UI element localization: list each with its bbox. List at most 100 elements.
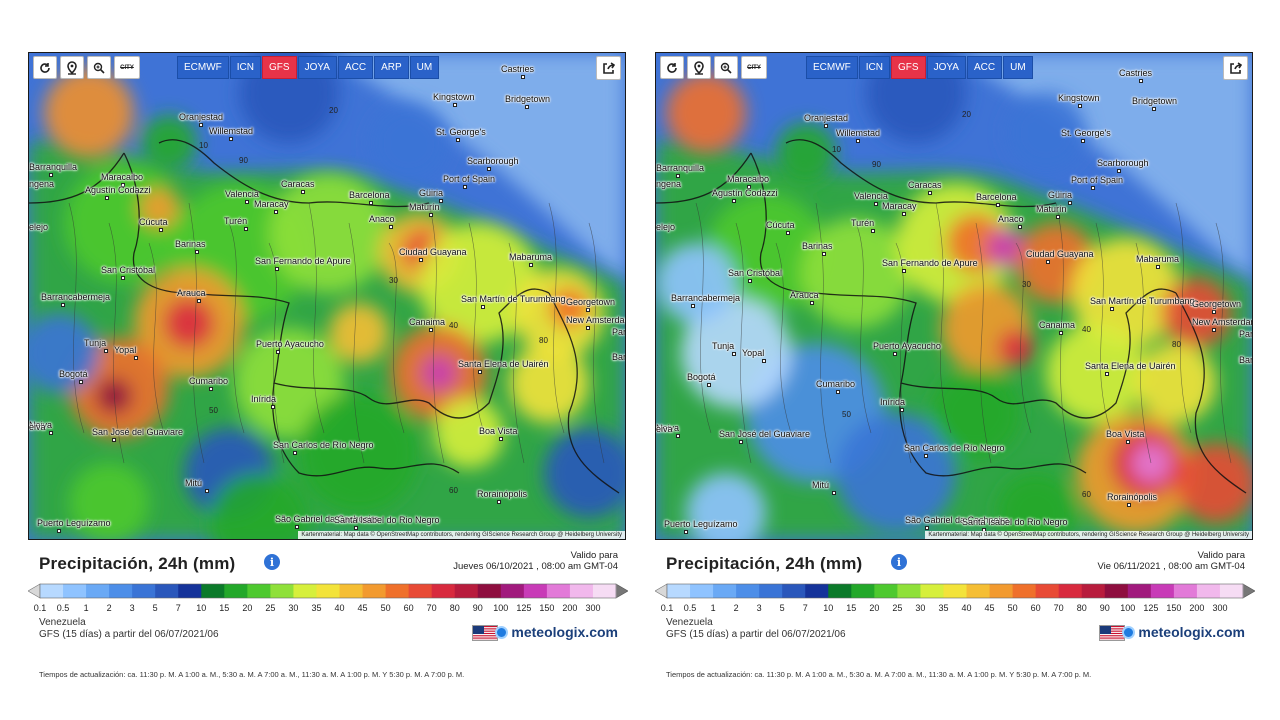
city-label[interactable]: Kingstown xyxy=(433,92,475,102)
city-label[interactable]: San Carlos de Río Negro xyxy=(904,443,1005,453)
city-label[interactable]: San José del Guaviare xyxy=(719,429,811,439)
city-label[interactable]: Neiva xyxy=(656,423,680,433)
city-label[interactable]: Castries xyxy=(501,64,535,74)
city-label[interactable]: Willemstad xyxy=(836,128,881,138)
city-label[interactable]: Rorainópolis xyxy=(477,489,528,499)
model-tab-gfs[interactable]: GFS xyxy=(262,56,297,79)
city-label[interactable]: Agustín Codazzi xyxy=(85,185,151,195)
city-label[interactable]: San Fernando de Apure xyxy=(882,258,978,268)
brand[interactable]: meteologix.com xyxy=(1122,624,1245,640)
precipitation-map[interactable]: 10 20 30 40 50 60 80 90 Castries Kingstown Bridget… xyxy=(28,52,626,540)
city-label[interactable]: Canaima xyxy=(1039,320,1076,330)
city-label[interactable]: Turén xyxy=(851,218,875,228)
city-label[interactable]: Arauca xyxy=(177,288,206,298)
city-label[interactable]: Turén xyxy=(224,216,248,226)
city-label[interactable]: Cumaribo xyxy=(189,376,229,386)
city-label[interactable]: St. George's xyxy=(436,127,486,137)
model-tab-um[interactable]: UM xyxy=(409,56,440,79)
city-label[interactable]: Mitú xyxy=(185,478,203,488)
city-label[interactable]: Maturín xyxy=(1036,204,1067,214)
model-tab-joya[interactable]: JOYA xyxy=(297,56,337,79)
location-pin-button[interactable] xyxy=(60,56,84,79)
model-tab-acc[interactable]: ACC xyxy=(337,56,374,79)
city-label[interactable]: Mabaruma xyxy=(1136,254,1180,264)
model-tab-gfs[interactable]: GFS xyxy=(891,56,926,79)
city-label[interactable]: Puerto Leguízamo xyxy=(664,519,738,529)
map-attribution[interactable]: Kartenmaterial: Map data © OpenStreetMap… xyxy=(298,531,625,539)
model-tab-ecmwf[interactable]: ECMWF xyxy=(177,56,229,79)
city-label[interactable]: Barcelona xyxy=(349,190,390,200)
us-flag-icon[interactable] xyxy=(1099,625,1125,641)
share-button[interactable] xyxy=(596,56,621,80)
city-label[interactable]: Barrancabermeja xyxy=(41,292,111,302)
city-label[interactable]: San Martín de Turumbang xyxy=(1090,296,1195,306)
city-label[interactable]: Scarborough xyxy=(1097,158,1149,168)
city-label[interactable]: Maturín xyxy=(409,202,440,212)
city-label[interactable]: San Martín de Turumbang xyxy=(461,294,566,304)
us-flag-icon[interactable] xyxy=(472,625,498,641)
city-label[interactable]: Valencia xyxy=(854,191,888,201)
city-label[interactable]: Boa Vista xyxy=(479,426,518,436)
city-label[interactable]: Bridgetown xyxy=(1132,96,1178,106)
model-tab-icn[interactable]: ICN xyxy=(858,56,891,79)
city-label[interactable]: Ciudad Guayana xyxy=(1026,249,1094,259)
city-label[interactable]: São Gabriel da Cachoeira xyxy=(275,514,379,524)
city-label[interactable]: Barranquilla xyxy=(656,163,705,173)
city-label[interactable]: Mitú xyxy=(812,480,830,490)
city-label[interactable]: New Amsterdam xyxy=(1192,317,1253,327)
city-label[interactable]: Neiva xyxy=(29,420,53,430)
city-label[interactable]: Georgetown xyxy=(1192,299,1242,309)
city-label[interactable]: Barrancabermeja xyxy=(671,293,741,303)
refresh-button[interactable] xyxy=(33,56,57,79)
city-label[interactable]: Güiria xyxy=(419,188,444,198)
city-label[interactable]: Bogotá xyxy=(59,369,88,379)
city-label[interactable]: Inírida xyxy=(880,397,906,407)
zoom-button[interactable] xyxy=(714,56,738,79)
city-label[interactable]: Yopal xyxy=(114,345,137,355)
city-label[interactable]: Barinas xyxy=(802,241,833,251)
city-label[interactable]: San Fernando de Apure xyxy=(255,256,351,266)
model-tab-arp[interactable]: ARP xyxy=(374,56,409,79)
share-button[interactable] xyxy=(1223,56,1248,80)
city-toggle-button[interactable]: CITY xyxy=(114,56,140,79)
model-tab-um[interactable]: UM xyxy=(1003,56,1033,79)
brand[interactable]: meteologix.com xyxy=(495,624,618,640)
city-label[interactable]: Cumaribo xyxy=(816,379,856,389)
zoom-button[interactable] xyxy=(87,56,111,79)
city-label[interactable]: San José del Guaviare xyxy=(92,427,184,437)
info-icon[interactable]: i xyxy=(891,554,907,570)
model-tab-acc[interactable]: ACC xyxy=(966,56,1003,79)
city-label[interactable]: Caracas xyxy=(281,179,315,189)
city-label[interactable]: Barranquilla xyxy=(29,162,78,172)
city-label[interactable]: Puerto Ayacucho xyxy=(873,341,941,351)
info-icon[interactable]: i xyxy=(264,554,280,570)
city-label[interactable]: Cúcuta xyxy=(766,220,795,230)
model-tab-ecmwf[interactable]: ECMWF xyxy=(806,56,858,79)
city-label[interactable]: Santa Isabel do Rio Negro xyxy=(334,515,440,525)
city-toggle-button[interactable]: CITY xyxy=(741,56,767,79)
city-label[interactable]: Maracay xyxy=(882,201,917,211)
city-label[interactable]: Scarborough xyxy=(467,156,519,166)
city-label[interactable]: Santa Elena de Uairén xyxy=(1085,361,1176,371)
city-label[interactable]: Cúcuta xyxy=(139,217,168,227)
city-label[interactable]: New Amsterdam xyxy=(566,315,626,325)
city-label[interactable]: Maracay xyxy=(254,199,289,209)
city-label[interactable]: Arauca xyxy=(790,290,819,300)
model-tab-icn[interactable]: ICN xyxy=(229,56,262,79)
city-label[interactable]: San Cristóbal xyxy=(728,268,783,278)
city-label[interactable]: Ciudad Guayana xyxy=(399,247,467,257)
city-label[interactable]: Rorainópolis xyxy=(1107,492,1158,502)
city-label[interactable]: Puerto Leguízamo xyxy=(37,518,111,528)
city-label[interactable]: Güiria xyxy=(1048,190,1073,200)
city-label[interactable]: Maracaibo xyxy=(101,172,144,182)
city-label[interactable]: Santa Isabel do Rio Negro xyxy=(962,517,1068,527)
city-label[interactable]: Oranjestad xyxy=(179,112,224,122)
city-label[interactable]: Tunja xyxy=(84,338,107,348)
city-label[interactable]: Boa Vista xyxy=(1106,429,1145,439)
refresh-button[interactable] xyxy=(660,56,684,79)
city-label[interactable]: Bridgetown xyxy=(505,94,551,104)
city-label[interactable]: Agustín Codazzi xyxy=(712,188,778,198)
city-label[interactable]: San Cristóbal xyxy=(101,265,156,275)
city-label[interactable]: Santa Elena de Uairén xyxy=(458,359,549,369)
city-label[interactable]: Port of Spain xyxy=(443,174,496,184)
